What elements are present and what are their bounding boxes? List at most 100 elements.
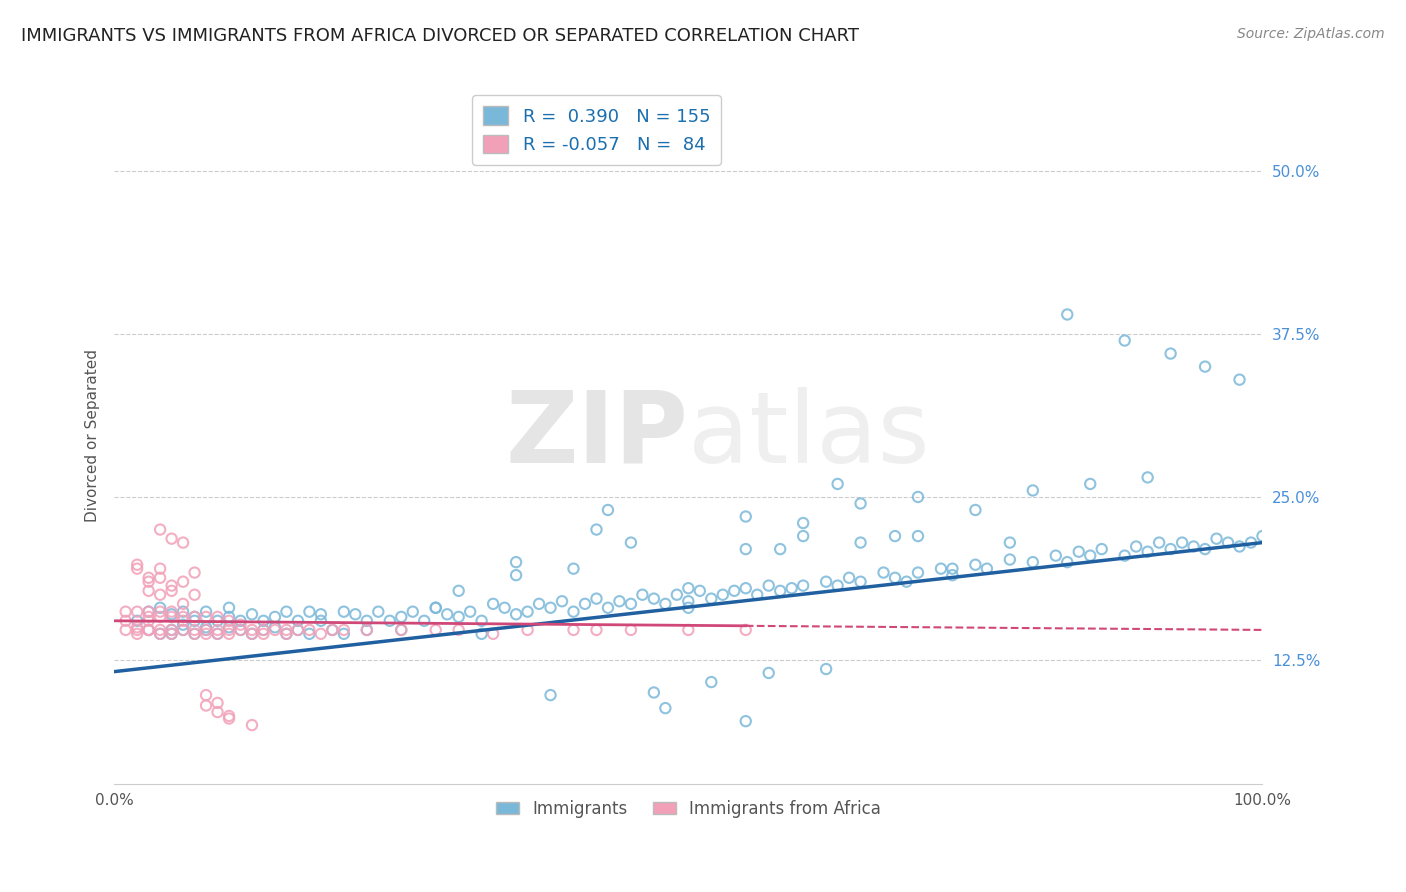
Point — [447, 583, 470, 598]
Point — [965, 558, 987, 572]
Point — [160, 605, 183, 619]
Point — [195, 610, 218, 624]
Point — [287, 623, 309, 637]
Point — [758, 579, 780, 593]
Point — [195, 688, 218, 702]
Point — [1056, 308, 1078, 322]
Point — [585, 591, 607, 606]
Point — [402, 605, 425, 619]
Point — [207, 696, 229, 710]
Point — [734, 623, 756, 637]
Point — [700, 591, 723, 606]
Point — [1182, 540, 1205, 554]
Point — [425, 600, 447, 615]
Point — [276, 627, 298, 641]
Point — [207, 614, 229, 628]
Point — [389, 610, 412, 624]
Point — [678, 600, 700, 615]
Point — [734, 509, 756, 524]
Point — [482, 597, 505, 611]
Point — [127, 605, 149, 619]
Text: IMMIGRANTS VS IMMIGRANTS FROM AFRICA DIVORCED OR SEPARATED CORRELATION CHART: IMMIGRANTS VS IMMIGRANTS FROM AFRICA DIV… — [21, 27, 859, 45]
Point — [114, 623, 136, 637]
Point — [218, 627, 240, 641]
Point — [240, 607, 263, 622]
Point — [929, 562, 952, 576]
Point — [229, 623, 252, 637]
Point — [207, 623, 229, 637]
Point — [482, 627, 505, 641]
Point — [734, 714, 756, 728]
Point — [160, 627, 183, 641]
Point — [689, 583, 711, 598]
Point — [287, 623, 309, 637]
Point — [172, 535, 194, 549]
Point — [1229, 373, 1251, 387]
Point — [1171, 535, 1194, 549]
Point — [195, 627, 218, 641]
Point — [138, 583, 160, 598]
Point — [240, 627, 263, 641]
Point — [849, 496, 872, 510]
Point — [298, 623, 321, 637]
Point — [711, 588, 734, 602]
Point — [1136, 545, 1159, 559]
Point — [207, 627, 229, 641]
Point — [172, 610, 194, 624]
Point — [620, 623, 643, 637]
Point — [149, 627, 172, 641]
Point — [149, 523, 172, 537]
Point — [252, 627, 274, 641]
Point — [138, 605, 160, 619]
Point — [815, 574, 838, 589]
Text: Source: ZipAtlas.com: Source: ZipAtlas.com — [1237, 27, 1385, 41]
Point — [309, 607, 332, 622]
Point — [149, 588, 172, 602]
Point — [149, 623, 172, 637]
Point — [585, 623, 607, 637]
Point — [516, 605, 538, 619]
Point — [734, 581, 756, 595]
Point — [356, 623, 378, 637]
Point — [229, 623, 252, 637]
Point — [149, 571, 172, 585]
Point — [505, 568, 527, 582]
Point — [183, 614, 205, 628]
Point — [769, 583, 792, 598]
Text: ZIP: ZIP — [506, 386, 689, 483]
Point — [138, 623, 160, 637]
Point — [183, 566, 205, 580]
Point — [183, 627, 205, 641]
Point — [769, 542, 792, 557]
Point — [287, 614, 309, 628]
Point — [1045, 549, 1067, 563]
Point — [138, 571, 160, 585]
Point — [264, 610, 287, 624]
Point — [1022, 555, 1045, 569]
Point — [1114, 334, 1136, 348]
Point — [678, 594, 700, 608]
Point — [172, 623, 194, 637]
Point — [907, 529, 929, 543]
Point — [195, 698, 218, 713]
Point — [389, 623, 412, 637]
Point — [264, 623, 287, 637]
Point — [827, 579, 849, 593]
Point — [872, 566, 894, 580]
Point — [1194, 542, 1216, 557]
Point — [907, 566, 929, 580]
Point — [240, 718, 263, 732]
Point — [654, 701, 676, 715]
Point — [183, 627, 205, 641]
Point — [160, 623, 183, 637]
Point — [413, 614, 436, 628]
Point — [218, 614, 240, 628]
Point — [127, 558, 149, 572]
Point — [218, 709, 240, 723]
Point — [425, 600, 447, 615]
Point — [1022, 483, 1045, 498]
Point — [114, 614, 136, 628]
Point — [172, 574, 194, 589]
Point — [218, 620, 240, 634]
Point — [172, 623, 194, 637]
